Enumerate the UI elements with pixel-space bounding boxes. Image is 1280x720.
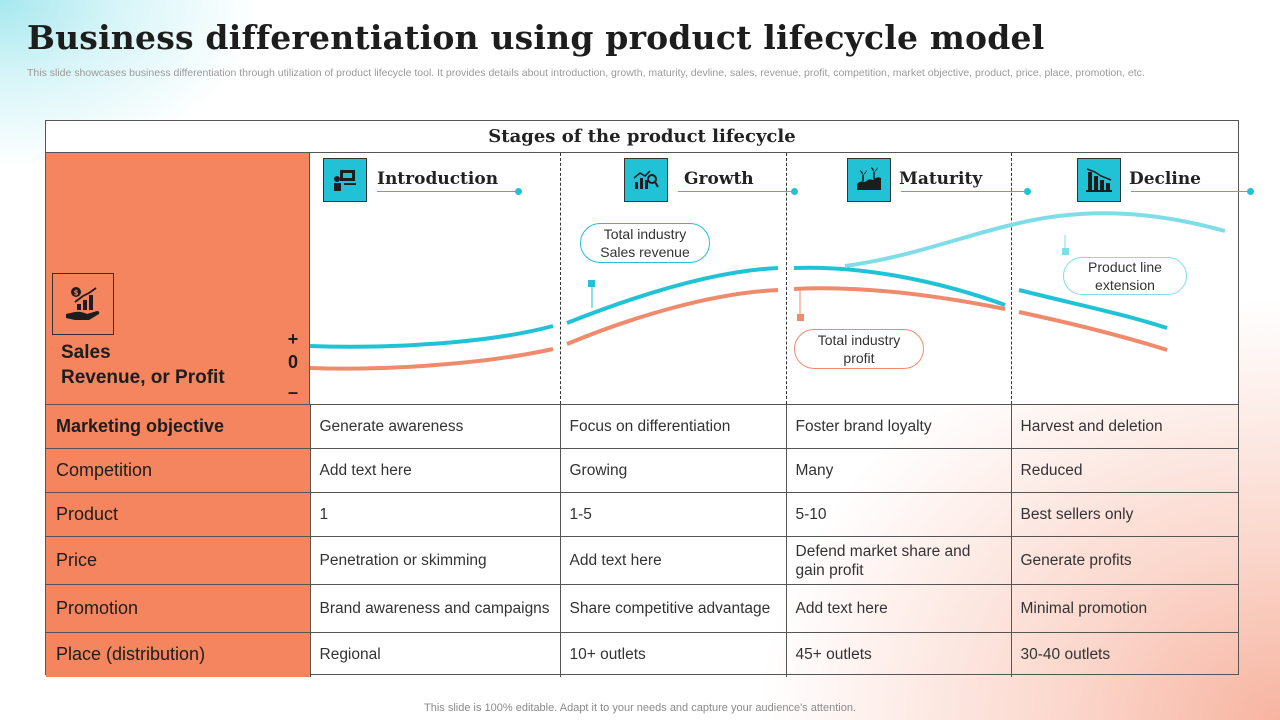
table-cell: Add text here (310, 448, 560, 493)
lifecycle-curves (310, 211, 1226, 371)
table-cell: Foster brand loyalty (785, 404, 1011, 449)
table-cell: Focus on differentiation (559, 404, 786, 449)
extension-curve-maturity (844, 223, 1012, 268)
extension-callout: Product line extension (1063, 257, 1187, 295)
sales-curve-decline (1018, 288, 1168, 330)
stage-label-maturity: Maturity (899, 169, 983, 189)
sales-curve-introduction (310, 324, 554, 349)
axis-label: Sales Revenue, or Profit (61, 340, 225, 390)
sales-callout-marker (588, 280, 595, 287)
table-row: Price Penetration or skimming Add text her… (46, 536, 1238, 585)
table-row: Promotion Brand awareness and campaigns Sh… (46, 584, 1238, 633)
presentation-board-icon (323, 158, 367, 202)
table-cell: 1 (310, 492, 560, 537)
stage-maturity: Maturity (847, 158, 1087, 202)
extension-callout-line2: extension (1095, 277, 1155, 293)
table-cell: Generate profits (1010, 536, 1238, 585)
table-cell: Generate awareness (310, 404, 560, 449)
table-cell: Reduced (1010, 448, 1238, 493)
table-cell: Add text here (559, 536, 786, 585)
stage-growth: Growth (624, 158, 864, 202)
table-cell: Defend market share and gain profit (785, 536, 1011, 585)
axis-plus-sign: + (287, 329, 299, 349)
extension-curve-decline (1010, 211, 1226, 233)
table-cell: Regional (310, 632, 560, 677)
profit-curve-maturity (793, 286, 1006, 311)
declining-bars-icon (1077, 158, 1121, 202)
lifecycle-chart: Total industry Sales revenue Total indus… (310, 153, 1254, 404)
stage-decline: Decline (1077, 158, 1254, 202)
stage-label-introduction: Introduction (377, 169, 499, 189)
axis-label-line1: Sales (61, 342, 111, 363)
profit-curve-introduction (310, 347, 554, 371)
stage-underline (678, 191, 792, 192)
extension-callout-marker (1062, 248, 1069, 255)
table-cell: Share competitive advantage (559, 584, 786, 633)
svg-text:$: $ (74, 289, 79, 297)
row-header: Place (distribution) (46, 632, 311, 677)
extension-callout-line1: Product line (1088, 259, 1162, 275)
axis-minus-sign: – (287, 382, 298, 402)
lifecycle-diagram: Stages of the product lifecycle $ Sales … (45, 120, 1254, 677)
stage-divider (1011, 153, 1012, 404)
sales-revenue-callout-line2: Sales revenue (600, 244, 690, 260)
plant-growth-icon (847, 158, 891, 202)
stage-underline (901, 191, 1025, 192)
profit-callout-line2: profit (843, 350, 875, 366)
stage-underline-dot (791, 188, 798, 195)
stages-header: Stages of the product lifecycle (46, 121, 1238, 153)
lifecycle-table: Marketing objective Generate awareness Foc… (46, 404, 1238, 677)
row-header: Promotion (46, 584, 311, 633)
table-cell: 1-5 (559, 492, 786, 537)
table-row: Marketing objective Generate awareness Foc… (46, 404, 1238, 449)
profit-callout-line1: Total industry (817, 332, 901, 348)
table-cell: Penetration or skimming (310, 536, 560, 585)
table-cell: Brand awareness and campaigns (310, 584, 560, 633)
row-header: Competition (46, 448, 311, 493)
slide-subtitle: This slide showcases business differenti… (27, 67, 1145, 79)
sales-revenue-callout: Total industry Sales revenue (580, 223, 710, 263)
table-cell: Best sellers only (1010, 492, 1238, 537)
profit-curve-decline (1018, 310, 1168, 352)
axis-zero-sign: 0 (287, 352, 298, 372)
sales-curve-growth (566, 266, 779, 325)
stage-underline-dot (515, 188, 522, 195)
profit-callout: Total industry profit (794, 329, 924, 369)
stage-underline-dot (1247, 188, 1254, 195)
row-header: Marketing objective (46, 404, 311, 449)
table-cell: Minimal promotion (1010, 584, 1238, 633)
stage-divider (786, 153, 787, 404)
stage-underline-dot (1024, 188, 1031, 195)
stage-label-growth: Growth (684, 169, 754, 189)
table-row: Competition Add text here Growing Many Reduc… (46, 448, 1238, 493)
table-row: Place (distribution) Regional 10+ outlets 4… (46, 632, 1238, 677)
table-cell: Growing (559, 448, 786, 493)
row-header: Product (46, 492, 311, 537)
table-row: Product 1 1-5 5-10 Best sellers only (46, 492, 1238, 537)
stage-label-decline: Decline (1129, 169, 1202, 189)
stage-underline (1131, 191, 1249, 192)
stage-divider (560, 153, 561, 404)
table-cell: Harvest and deletion (1010, 404, 1238, 449)
profit-callout-marker (797, 314, 804, 321)
table-cell: Add text here (785, 584, 1011, 633)
axis-label-line2: Revenue, or Profit (61, 367, 225, 388)
table-cell: 5-10 (785, 492, 1011, 537)
sales-revenue-callout-line1: Total industry (603, 226, 687, 242)
growth-chart-search-icon (624, 158, 668, 202)
sales-curve-maturity (793, 265, 1006, 307)
table-cell: Many (785, 448, 1011, 493)
stage-introduction: Introduction (323, 158, 563, 202)
table-cell: 30-40 outlets (1010, 632, 1238, 677)
table-cell: 10+ outlets (559, 632, 786, 677)
slide-footer: This slide is 100% editable. Adapt it to… (424, 702, 856, 714)
profit-curve-growth (566, 288, 779, 346)
row-header: Price (46, 536, 311, 585)
table-cell: 45+ outlets (785, 632, 1011, 677)
hand-money-growth-icon: $ (52, 273, 114, 335)
stage-underline (377, 191, 517, 192)
slide-title: Business differentiation using product l… (27, 18, 1045, 57)
